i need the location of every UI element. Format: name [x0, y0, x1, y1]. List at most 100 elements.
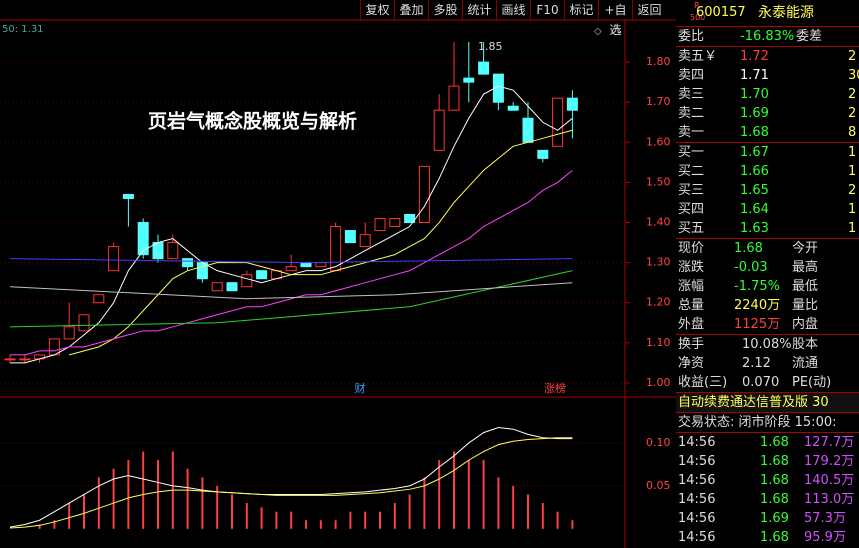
quote-row: 涨幅 -1.75% 最低	[676, 277, 859, 296]
ma-line	[69, 129, 573, 356]
quote-row: 14:56 1.68 95.9万	[676, 528, 859, 547]
volume: 2	[848, 49, 857, 64]
candle-body	[93, 294, 105, 304]
label: 涨跌	[678, 260, 705, 275]
status-text: 交易状态: 闭市阶段 15:00:	[678, 415, 837, 430]
quote-row: 买三 1.65 2	[676, 181, 859, 200]
label: 现价	[678, 241, 705, 256]
value: 0.070	[742, 375, 780, 390]
overlay-title: 页岩气概念股概览与解析	[148, 110, 357, 133]
candle-body	[478, 61, 490, 75]
quote-row: 14:56 1.68 127.7万	[676, 433, 859, 452]
volume: 1	[848, 221, 857, 236]
y-tick-label: 1.50	[646, 175, 671, 188]
value: -0.03	[734, 260, 768, 275]
candle-body	[359, 234, 371, 248]
volume: 8	[848, 125, 857, 140]
quote-row: 收益(三) 0.070 PE(动)	[676, 373, 859, 392]
ma-line	[9, 258, 573, 264]
price: 1.64	[740, 202, 769, 217]
price: 1.68	[760, 492, 789, 507]
price: 1.63	[740, 221, 769, 236]
label: 最高	[792, 260, 819, 275]
toolbar-button[interactable]: 叠加	[394, 0, 428, 20]
toolbar-button[interactable]: 标记	[564, 0, 598, 20]
price: 1.67	[740, 145, 769, 160]
candle-body	[315, 262, 327, 268]
label: 买二	[678, 164, 705, 179]
candle-body	[256, 270, 268, 280]
price: 1.68	[760, 530, 789, 545]
candle-body	[389, 218, 401, 228]
y-tick-label: 1.00	[646, 376, 671, 389]
badge: R	[694, 1, 700, 10]
ticker-text: 自动续费通达信普及版 30	[678, 395, 829, 410]
volume: 127.7万	[804, 435, 855, 450]
value: 2.12	[742, 356, 771, 371]
toolbar-button[interactable]: 统计	[462, 0, 496, 20]
candle-body	[492, 73, 504, 103]
label: 委比	[678, 29, 705, 44]
volume: 1	[848, 164, 857, 179]
label: 卖四	[678, 68, 705, 83]
time: 14:56	[678, 473, 716, 488]
candle-body	[330, 226, 342, 272]
volume: 1	[848, 145, 857, 160]
label: 流通	[792, 356, 819, 371]
label: PE(动)	[792, 375, 832, 390]
trade-list: 14:56 1.68 127.7万 14:56 1.68 179.2万 14:56 1.68 1…	[676, 433, 859, 547]
toolbar-button[interactable]: 多股	[428, 0, 462, 20]
candle-body	[4, 358, 16, 361]
candle-body	[108, 246, 120, 272]
price: 1.68	[760, 473, 789, 488]
quote-row: 换手 10.08% 股本	[676, 335, 859, 354]
y-tick-label: 1.10	[646, 336, 671, 349]
volume: 1	[848, 202, 857, 217]
candle-body	[552, 97, 564, 147]
label: 股本	[792, 337, 819, 352]
quote-panel: R 500 600157 永泰能源 委比 -16.83% 委差 卖五￥ 1.72 2…	[676, 0, 859, 548]
event-marker: 财	[355, 381, 366, 395]
quote-row: 卖五￥ 1.72 2	[676, 47, 859, 66]
quote-row: 总量 2240万 量比	[676, 296, 859, 315]
ma-line	[10, 170, 573, 356]
candle-body	[63, 326, 75, 340]
volume: 179.2万	[804, 454, 855, 469]
volume: 95.9万	[804, 530, 846, 545]
label: 换手	[678, 337, 705, 352]
quote-row: 外盘 1125万 内盘	[676, 315, 859, 334]
price: 1.71	[740, 68, 769, 83]
candle-body	[374, 218, 386, 232]
quote-row: 买四 1.64 1	[676, 200, 859, 219]
label: 卖三	[678, 87, 705, 102]
diamond-icon[interactable]: ◇	[594, 26, 602, 37]
time: 14:56	[678, 454, 716, 469]
value: 1.68	[734, 241, 763, 256]
price: 1.66	[740, 164, 769, 179]
volume: 113.0万	[804, 492, 855, 507]
candle-body	[300, 262, 312, 268]
candle-body	[537, 149, 549, 159]
ticker: 自动续费通达信普及版 30	[676, 393, 859, 413]
volume: 140.5万	[804, 473, 855, 488]
quote-header: R 500 600157 永泰能源	[676, 0, 859, 27]
quote-row: 14:56 1.68 140.5万	[676, 471, 859, 490]
value: -1.75%	[734, 279, 780, 294]
label: 买四	[678, 202, 705, 217]
peak-label: 1.85	[478, 40, 503, 53]
price: 1.69	[740, 106, 769, 121]
label: 内盘	[792, 317, 819, 332]
toolbar-button[interactable]: 画线	[496, 0, 530, 20]
candle-body	[522, 117, 534, 143]
toolbar-button[interactable]: 复权	[360, 0, 394, 20]
circle-icon[interactable]: ○	[612, 26, 621, 37]
toolbar-button[interactable]: +自选	[598, 0, 632, 37]
ask-list: 卖五￥ 1.72 2 卖四 1.71 30 卖三 1.70 2 卖二 1.69 2 卖一 1.68 8	[676, 47, 859, 143]
price: 1.72	[740, 49, 769, 64]
quote-row: 卖二 1.69 2	[676, 104, 859, 123]
stats: 现价 1.68 今开 涨跌 -0.03 最高 涨幅 -1.75% 最低 总量 2240万 量比 外盘 11…	[676, 239, 859, 335]
toolbar-button[interactable]: 返回	[632, 0, 666, 20]
badge: 500	[690, 13, 706, 22]
toolbar-button[interactable]: F10	[530, 0, 564, 20]
candle-body	[167, 242, 179, 260]
